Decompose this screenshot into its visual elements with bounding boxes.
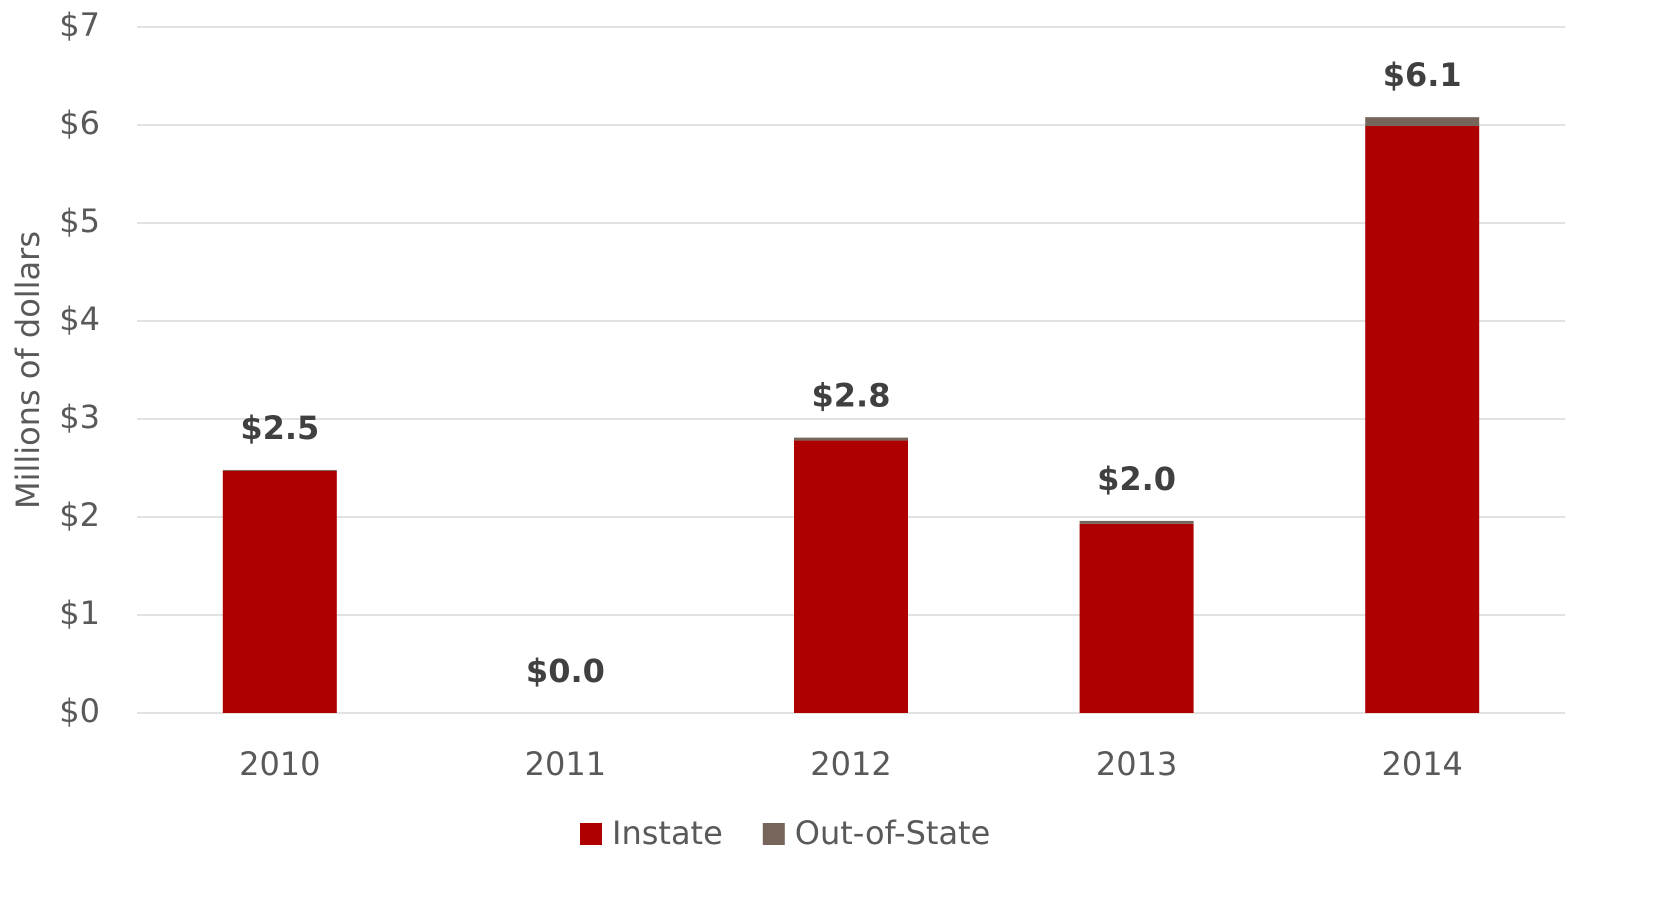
- y-tick-label: $3: [59, 398, 100, 436]
- total-label: $2.8: [812, 377, 891, 415]
- legend-swatch: [762, 823, 785, 845]
- y-tick-label: $5: [59, 202, 100, 240]
- y-tick-label: $7: [59, 6, 100, 44]
- bar-segment: [794, 437, 908, 441]
- y-tick-label: $2: [59, 496, 100, 534]
- legend-label: Instate: [612, 814, 723, 852]
- total-label: $6.1: [1383, 56, 1462, 94]
- x-tick-label: 2010: [239, 745, 320, 783]
- legend-swatch: [580, 823, 602, 845]
- x-tick-label: 2011: [525, 745, 606, 783]
- x-tick-label: 2014: [1381, 745, 1462, 783]
- total-label: $2.5: [240, 409, 319, 447]
- bar-segment: [1365, 117, 1480, 126]
- bar-segment: [1079, 520, 1194, 524]
- y-tick-label: $6: [59, 104, 100, 142]
- x-tick-label: 2012: [810, 745, 891, 783]
- bar-segment: [1365, 125, 1480, 714]
- total-label: $2.0: [1097, 460, 1176, 498]
- bar-segment: [1079, 523, 1194, 713]
- bar-segment: [222, 469, 337, 471]
- y-tick-label: $4: [59, 300, 100, 338]
- y-axis-title: Millions of dollars: [9, 231, 47, 509]
- legend-label: Out-of-State: [795, 814, 991, 852]
- bar-segment: [222, 470, 337, 713]
- total-label: $0.0: [526, 652, 605, 690]
- y-tick-label: $0: [59, 692, 100, 730]
- bar-segment: [794, 440, 908, 713]
- x-tick-label: 2013: [1096, 745, 1177, 783]
- y-tick-label: $1: [59, 594, 100, 632]
